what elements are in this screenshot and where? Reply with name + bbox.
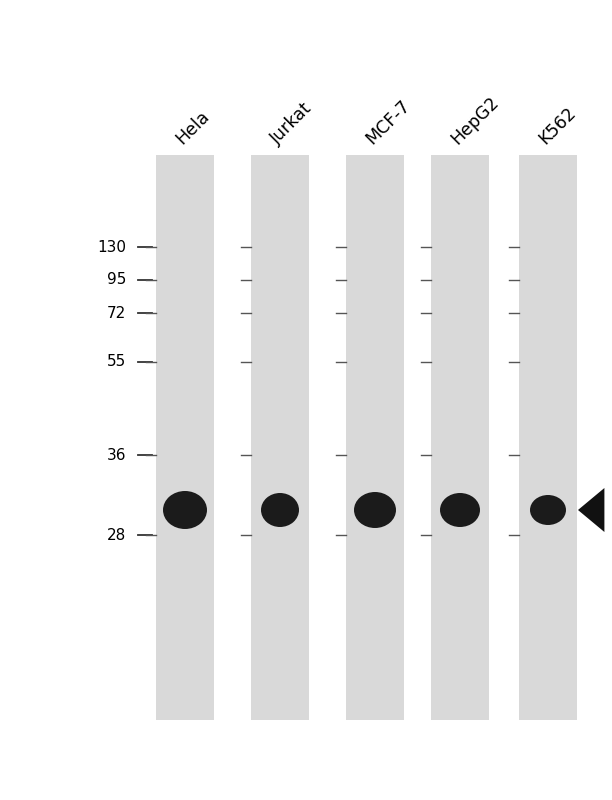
Ellipse shape (354, 492, 396, 528)
Ellipse shape (530, 495, 566, 525)
Text: 95: 95 (106, 273, 126, 287)
Ellipse shape (440, 493, 480, 527)
Bar (346, 155, 404, 720)
Text: 130: 130 (97, 239, 126, 254)
Polygon shape (578, 488, 605, 532)
Text: 28: 28 (106, 527, 126, 542)
Text: Hela: Hela (172, 107, 213, 148)
Text: K562: K562 (536, 104, 580, 148)
Bar (519, 155, 577, 720)
Bar (251, 155, 309, 720)
Ellipse shape (163, 491, 207, 529)
Text: 72: 72 (106, 306, 126, 321)
Ellipse shape (261, 493, 299, 527)
Text: 55: 55 (106, 354, 126, 370)
Bar (156, 155, 214, 720)
Text: 36: 36 (106, 447, 126, 462)
Text: MCF-7: MCF-7 (362, 97, 414, 148)
Text: HepG2: HepG2 (447, 93, 502, 148)
Text: Jurkat: Jurkat (267, 99, 316, 148)
Bar (431, 155, 489, 720)
